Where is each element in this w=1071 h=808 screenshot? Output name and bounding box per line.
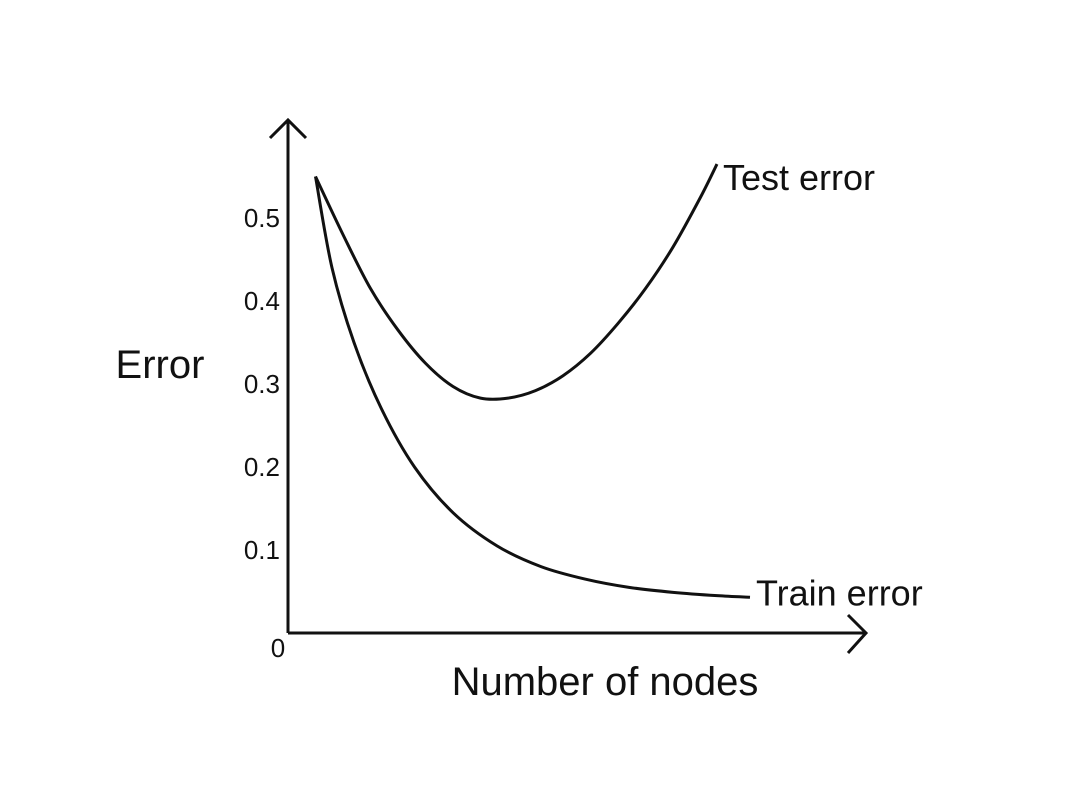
y-tick-label: 0.3 bbox=[244, 369, 280, 399]
y-axis-arrow bbox=[268, 117, 308, 140]
series-line-train-error bbox=[314, 176, 751, 599]
y-tick-label: 0.4 bbox=[244, 286, 280, 316]
series-label-train-error: Train error bbox=[756, 572, 923, 613]
axes bbox=[268, 117, 869, 655]
x-axis-title: Number of nodes bbox=[452, 660, 759, 704]
x-origin-label: 0 bbox=[271, 633, 285, 663]
series-line-test-error bbox=[314, 163, 719, 401]
series-label-test-error: Test error bbox=[723, 157, 875, 198]
x-axis-arrow bbox=[846, 613, 869, 655]
y-axis-title: Error bbox=[116, 343, 205, 387]
y-tick-labels: 0.1 0.2 0.3 0.4 0.5 bbox=[244, 203, 280, 565]
y-tick-label: 0.2 bbox=[244, 452, 280, 482]
series-lines bbox=[314, 163, 751, 599]
y-tick-label: 0.5 bbox=[244, 203, 280, 233]
y-tick-label: 0.1 bbox=[244, 535, 280, 565]
series-labels: Test error Train error bbox=[723, 157, 923, 613]
